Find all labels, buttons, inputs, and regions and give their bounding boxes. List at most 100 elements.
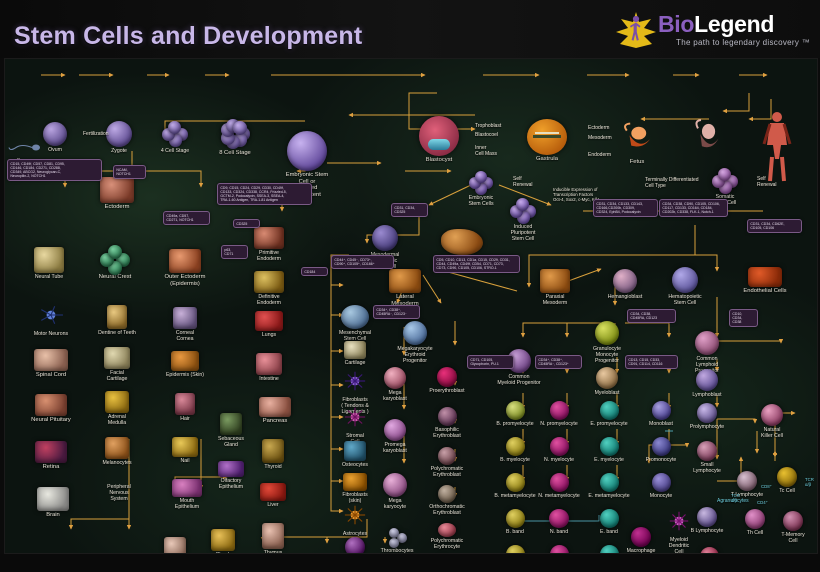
node-cheek_epithelium[interactable]: Cheek Epithelium bbox=[201, 529, 245, 553]
node-tc_cell[interactable]: Tc Cell bbox=[765, 467, 809, 494]
node-adipocytes[interactable]: Adipocytes bbox=[333, 537, 377, 553]
node-zygote[interactable]: Zygote bbox=[97, 121, 141, 154]
marker-box-mk-paraxial[interactable]: CD31, CD34, CD133, CD143, CD166,CD200b, … bbox=[593, 199, 658, 217]
node-polychromatic_ec[interactable]: Polychromatic Erythrocyte bbox=[425, 523, 469, 550]
marker-box-mk-msc[interactable]: CD44⁺, CD45⁻, CD73⁺, CD90⁺, CD105⁺, CD16… bbox=[331, 255, 394, 269]
node-polychromatic_eb[interactable]: Polychromatic Erythroblast bbox=[425, 447, 469, 478]
node-promegakaryoblast[interactable]: Promega karyoblast bbox=[373, 419, 417, 454]
node-outer_ectoderm[interactable]: Outer Ectoderm (Epidermis) bbox=[163, 249, 207, 287]
marker-box-mk-esc[interactable]: CD9, CD15, CD24, CD29, CD30, CD49f, CD13… bbox=[217, 183, 312, 205]
node-t_lymphocyte[interactable]: T Lymphocyte bbox=[725, 471, 769, 498]
node-stromal_cell[interactable]: Stromal Cell bbox=[333, 407, 377, 445]
node-thrombocytes[interactable]: Thrombocytes bbox=[375, 528, 419, 553]
node-lungs[interactable]: Lungs bbox=[247, 311, 291, 338]
marker-box-mk-ncam[interactable]: NCAM, NOTCH1 bbox=[113, 165, 146, 179]
node-b_promyelocyte[interactable]: B. promyelocyte bbox=[493, 401, 537, 427]
node-intestine[interactable]: Intestine bbox=[247, 353, 291, 382]
node-osteocytes[interactable]: Osteocytes bbox=[333, 441, 377, 468]
node-cartilage[interactable]: Cartilage bbox=[333, 341, 377, 366]
node-blastocyst[interactable]: Blastocyst bbox=[417, 116, 461, 164]
node-n_metamyelocyte[interactable]: N. metamyelocyte bbox=[537, 473, 581, 499]
node-spinal_cord[interactable]: Spinal Cord bbox=[29, 349, 73, 379]
node-human_body[interactable] bbox=[755, 111, 799, 189]
marker-box-mk-gmp[interactable]: CD34, CD38, CD45RA, CD123 bbox=[627, 309, 676, 323]
node-n_myelocyte[interactable]: N. myelocyte bbox=[537, 437, 581, 463]
node-b_band[interactable]: B. band bbox=[493, 509, 537, 535]
node-liver[interactable]: Liver bbox=[251, 483, 295, 508]
marker-box-mk-cd184[interactable]: CD184 bbox=[301, 267, 328, 277]
node-t_memory[interactable]: T-Memory Cell bbox=[771, 511, 815, 544]
marker-box-mk-cmp[interactable]: CD34⁺, CD38⁺, CD45RA⁻, CD123⁺ bbox=[535, 355, 582, 369]
node-mature_b_cell[interactable]: Mature B-Cell bbox=[687, 547, 731, 553]
node-endothelial_cells[interactable]: Endothelial Cells bbox=[743, 267, 787, 295]
node-corneal_cornea[interactable]: Corneal Cornea bbox=[163, 307, 207, 342]
node-sebaceous_gland[interactable]: Sebaceous Gland bbox=[209, 413, 253, 448]
node-n_promyelocyte[interactable]: N. promyelocyte bbox=[537, 401, 581, 427]
node-e_myelocyte[interactable]: E. myelocyte bbox=[587, 437, 631, 463]
node-embryonic_stem_cells[interactable]: Embryonic Stem Cells bbox=[459, 170, 503, 207]
node-melanocytes[interactable]: Melanocytes bbox=[95, 437, 139, 466]
node-embryo_late[interactable] bbox=[685, 117, 729, 161]
node-neural_crest[interactable]: Neural Crest bbox=[93, 244, 137, 281]
node-four_cell[interactable]: 4 Cell Stage bbox=[153, 120, 197, 154]
node-macrophage[interactable]: Macrophage bbox=[619, 527, 663, 553]
node-monocyte[interactable]: Monocyte bbox=[639, 473, 683, 499]
node-eosinophil[interactable]: Eosinophil bbox=[587, 545, 631, 553]
node-neutrophil[interactable]: Neutrophil bbox=[537, 545, 581, 553]
node-ovum[interactable]: Ovum bbox=[33, 122, 77, 153]
marker-box-mk-lateralmeso[interactable]: CD5, CD10, CD13, CD1a, CD15, CD29, CD31,… bbox=[433, 255, 520, 273]
marker-box-mk-outerecto[interactable]: p63, CD71 bbox=[221, 245, 248, 259]
node-msc[interactable]: Mesenchymal Stem Cell bbox=[333, 305, 377, 342]
node-cmp[interactable]: Common Myeloid Progenitor bbox=[497, 349, 541, 386]
node-astrocytes[interactable]: Astrocytes bbox=[333, 505, 377, 537]
node-primitive_endoderm[interactable]: Primitive Endoderm bbox=[247, 227, 291, 262]
node-lymphoblast[interactable]: Lymphoblast bbox=[685, 369, 729, 398]
node-small_lymphocyte[interactable]: Small Lymphocyte bbox=[685, 441, 729, 474]
node-proerythroblast[interactable]: Proerythroblast bbox=[425, 367, 469, 394]
node-e_metamyelocyte[interactable]: E. metamyelocyte bbox=[587, 473, 631, 499]
marker-box-mk-cd325[interactable]: CD325 bbox=[233, 219, 260, 229]
node-hemangioblast[interactable]: Hemangioblast bbox=[603, 269, 647, 300]
node-myeloid_dendritic[interactable]: Myeloid Dendritic Cell bbox=[657, 511, 701, 553]
node-adrenal_medulla[interactable]: Adrenal Medulla bbox=[95, 391, 139, 426]
node-megakaryocyte[interactable]: Mega karyocyte bbox=[373, 473, 417, 510]
node-neural_pituitary[interactable]: Neural Pituitary bbox=[29, 394, 73, 424]
node-lateral_mesoderm[interactable]: Lateral Mesoderm bbox=[383, 269, 427, 307]
marker-box-mk-mep[interactable]: CD34⁺, CD38⁺, CD45RA⁻, CD123⁻ bbox=[373, 305, 420, 319]
node-orthochromatic_eb[interactable]: Orthochromatic Erythroblast bbox=[425, 485, 469, 516]
node-retina[interactable]: Retina bbox=[29, 441, 73, 471]
node-prolymphocyte[interactable]: Prolymphocyte bbox=[685, 403, 729, 430]
node-olfactory_epithelium[interactable]: Olfactory Epithelium bbox=[209, 461, 253, 490]
node-nk_cell[interactable]: Natural Killer Cell bbox=[750, 404, 794, 439]
marker-box-mk-proeryth[interactable]: CD71, CD105, Glycophorin, PU.1 bbox=[467, 355, 514, 369]
marker-box-mk-hsc[interactable]: CD34, CD38, CD90, CD105, CD106, CD117, C… bbox=[659, 199, 728, 217]
node-monoblast[interactable]: Monoblast bbox=[639, 401, 683, 427]
marker-box-mk-ectoderm[interactable]: CD15, CD49f, CD57, CD81, CD95, CD146, CD… bbox=[7, 159, 102, 181]
node-hsc[interactable]: Hematopoietic Stem Cell bbox=[663, 267, 707, 306]
node-thymus[interactable]: Thymus bbox=[251, 523, 295, 553]
marker-box-mk-neuralcrest[interactable]: CD49a, CD57, CD271, NOTCH1 bbox=[163, 211, 210, 225]
node-gmp[interactable]: Granulocyte Monocyte Progenitor bbox=[585, 321, 629, 364]
marker-box-mk-myeloblast[interactable]: CD13, CD15, CD33, CD91, CD114, CD116 bbox=[625, 355, 678, 369]
node-epidermis_skin[interactable]: Epidermis (Skin) bbox=[163, 351, 207, 378]
node-n_band[interactable]: N. band bbox=[537, 509, 581, 535]
node-facial_cartilage[interactable]: Facial Cartilage bbox=[95, 347, 139, 382]
node-e_band[interactable]: E. band bbox=[587, 509, 631, 535]
node-b_metamyelocyte[interactable]: B. metamyelocyte bbox=[493, 473, 537, 499]
node-ips_cell[interactable]: Induced Pluripotent Stem Cell bbox=[501, 197, 545, 242]
node-definitive_endoderm[interactable]: Definitive Endoderm bbox=[247, 271, 291, 306]
node-mouth_epithelium[interactable]: Mouth Epithelium bbox=[165, 479, 209, 510]
node-myeloblast[interactable]: Myeloblast bbox=[585, 367, 629, 396]
node-pns[interactable]: Peripheral Nervous System bbox=[97, 483, 141, 502]
node-e_promyelocyte[interactable]: E. promyelocyte bbox=[587, 401, 631, 427]
node-hair[interactable]: Hair bbox=[163, 393, 207, 422]
node-eight_cell[interactable]: 8 Cell Stage bbox=[213, 119, 257, 157]
marker-box-mk-mesesc[interactable]: CD31, CD34, CD325 bbox=[391, 203, 428, 217]
node-dentine[interactable]: Dentine of Teeth bbox=[95, 305, 139, 336]
marker-box-mk-endothelial[interactable]: CD31, CD34, CD62E, CD105, CD106 bbox=[747, 219, 802, 233]
node-b_lymphocyte[interactable]: B Lymphocyte bbox=[685, 507, 729, 534]
node-nail[interactable]: Nail bbox=[163, 437, 207, 464]
node-ectoderm[interactable]: Ectoderm bbox=[95, 177, 139, 211]
node-promonocyte[interactable]: Promonocyte bbox=[639, 437, 683, 463]
node-b_myelocyte[interactable]: B. myelocyte bbox=[493, 437, 537, 463]
